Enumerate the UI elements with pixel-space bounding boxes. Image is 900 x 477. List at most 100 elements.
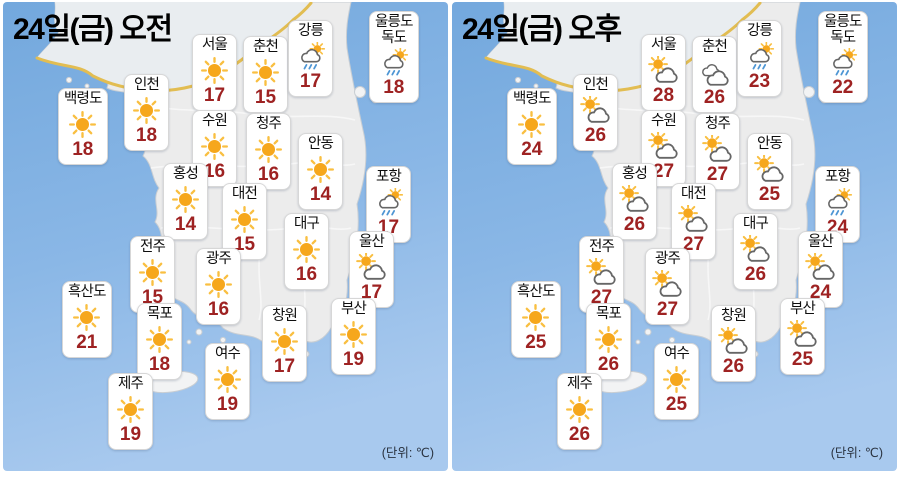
city-weather-card: 여수 25 [654,343,699,420]
city-name: 울산 [807,234,834,250]
city-name: 여수 [663,346,690,362]
temperature: 15 [141,286,164,308]
city-weather-card: 울릉도 독도 22 [818,11,868,104]
temperature: 16 [207,298,230,320]
sun-cloud-rain-icon [379,187,404,216]
sun-behind-cloud-icon [648,131,678,159]
temperature: 27 [652,160,675,182]
temperature: 24 [809,281,832,303]
sun-icon [254,135,283,163]
temperature: 26 [584,124,607,146]
city-weather-card: 광주 16 [196,248,241,325]
temperature: 26 [568,423,591,445]
sun-icon [73,303,101,331]
city-name: 울릉도 독도 [824,14,862,46]
sun-behind-cloud-icon [702,134,732,162]
city-weather-card: 흑산도 25 [511,281,561,358]
city-weather-card: 백령도 24 [507,88,557,165]
city-weather-card: 홍성 26 [612,163,657,240]
city-weather-card: 창원 26 [711,305,756,382]
sun-behind-cloud-icon [787,319,817,347]
city-name: 수원 [201,113,228,129]
temperature: 18 [148,353,171,375]
city-weather-card: 춘천 15 [243,36,288,113]
city-name: 포항 [375,169,402,185]
city-weather-card: 백령도 18 [58,88,108,165]
sun-icon [132,96,161,124]
city-name: 홍성 [172,166,199,182]
city-weather-card: 홍성 14 [163,163,208,240]
city-name: 포항 [824,169,851,185]
temperature: 27 [706,163,729,185]
city-name: 여수 [214,346,241,362]
city-weather-card: 창원 17 [262,305,307,382]
city-name: 광주 [654,251,681,267]
city-weather-card: 여수 19 [205,343,250,420]
city-name: 울릉도 독도 [375,14,413,46]
city-weather-card: 강릉 17 [288,20,333,97]
city-name: 서울 [201,37,228,53]
city-name: 백령도 [64,91,102,107]
city-weather-card: 청주 16 [246,113,291,190]
city-name: 춘천 [701,39,728,55]
sun-icon [116,395,145,423]
sun-icon [138,258,167,286]
city-weather-card: 대구 26 [733,213,778,290]
temperature: 26 [597,353,620,375]
sun-icon [145,325,174,353]
city-name: 서울 [650,37,677,53]
city-name: 부산 [340,301,367,317]
temperature: 21 [76,331,98,353]
city-weather-card: 청주 27 [695,113,740,190]
city-weather-card: 서울 28 [641,34,686,111]
sun-behind-cloud-icon [648,55,678,83]
city-name: 전주 [588,239,615,255]
city-name: 부산 [789,301,816,317]
city-weather-card: 강릉 23 [737,20,782,97]
sun-icon [339,320,368,348]
temperature: 17 [360,281,383,303]
temperature: 26 [703,86,726,108]
city-name: 광주 [205,251,232,267]
city-name: 흑산도 [68,284,106,300]
unit-note: (단위: ℃) [381,446,434,460]
sun-icon [204,270,233,298]
temperature: 17 [299,70,322,92]
sun-behind-cloud-icon [580,95,610,123]
temperature: 18 [72,138,94,160]
city-name: 제주 [566,376,593,392]
city-name: 인천 [133,77,160,93]
city-name: 창원 [720,308,747,324]
city-name: 강릉 [297,23,324,39]
temperature: 17 [273,355,296,377]
sun-cloud-rain-icon [384,48,409,76]
city-weather-card: 포항 17 [366,166,411,243]
city-weather-card: 울산 24 [798,231,843,308]
city-weather-card: 광주 27 [645,248,690,325]
temperature: 16 [295,263,318,285]
temperature: 27 [590,286,613,308]
city-weather-card: 목포 18 [137,303,182,380]
sun-icon [230,205,259,233]
city-name: 수원 [650,113,677,129]
temperature: 28 [652,84,675,106]
temperature: 19 [216,393,239,415]
sun-icon [292,235,321,263]
city-name: 대구 [293,216,320,232]
city-weather-card: 춘천 26 [692,36,737,113]
temperature: 18 [135,124,158,146]
city-weather-card: 제주 26 [557,373,602,450]
city-weather-card: 전주 15 [130,236,175,313]
city-weather-card: 흑산도 21 [62,281,112,358]
sun-icon [171,185,200,213]
sun-icon [594,325,623,353]
sun-icon [213,365,242,393]
city-name: 인천 [582,77,609,93]
forecast-panel-afternoon: 24일(금) 오후 백령도 24 인천 26 서울 28 춘천 26 강릉 23 울릉도 독도 22 수… [452,2,897,471]
sun-behind-cloud-icon [740,234,770,262]
city-weather-card: 대전 15 [222,183,267,260]
city-name: 창원 [271,308,298,324]
city-name: 흑산도 [517,284,555,300]
city-name: 안동 [307,136,334,152]
sun-icon [522,303,550,331]
